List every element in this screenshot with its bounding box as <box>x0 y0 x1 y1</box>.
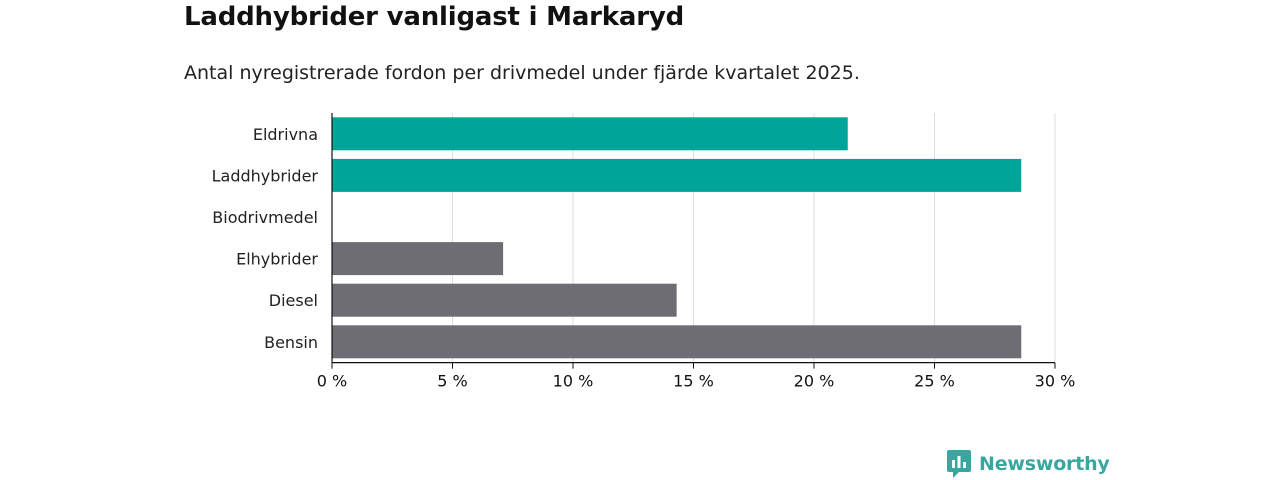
bar-bensin <box>332 325 1022 359</box>
chart-title: Laddhybrider vanligast i Markaryd <box>184 2 685 32</box>
category-label: Laddhybrider <box>212 166 319 185</box>
bar-laddhybrider <box>332 158 1022 192</box>
x-tick-label: 10 % <box>553 372 594 391</box>
chart-subtitle: Antal nyregistrerade fordon per drivmede… <box>184 62 860 84</box>
category-label: Elhybrider <box>236 250 318 269</box>
brand-logo: Newsworthy <box>947 450 1110 478</box>
category-label: Eldrivna <box>253 125 318 144</box>
category-label: Bensin <box>264 333 318 352</box>
x-tick-label: 20 % <box>794 372 835 391</box>
x-tick-label: 15 % <box>673 372 714 391</box>
category-labels: Eldrivna Laddhybrider Biodrivmedel Elhybrid… <box>212 125 319 352</box>
x-tick-label: 25 % <box>914 372 955 391</box>
bar-diesel <box>332 283 677 317</box>
brand-name: Newsworthy <box>979 453 1110 475</box>
category-label: Biodrivmedel <box>212 208 318 227</box>
x-tick-label: 5 % <box>437 372 467 391</box>
bar-elhybrider <box>332 242 504 276</box>
bar-eldrivna <box>332 117 848 151</box>
x-tick-label: 30 % <box>1035 372 1076 391</box>
newsworthy-logo-icon <box>947 450 971 478</box>
bars <box>332 117 1022 359</box>
grid-lines <box>452 113 1056 363</box>
category-label: Diesel <box>269 291 318 310</box>
x-tick-label: 0 % <box>317 372 347 391</box>
x-axis: 0 % 5 % 10 % 15 % 20 % 25 % 30 % <box>317 113 1076 391</box>
